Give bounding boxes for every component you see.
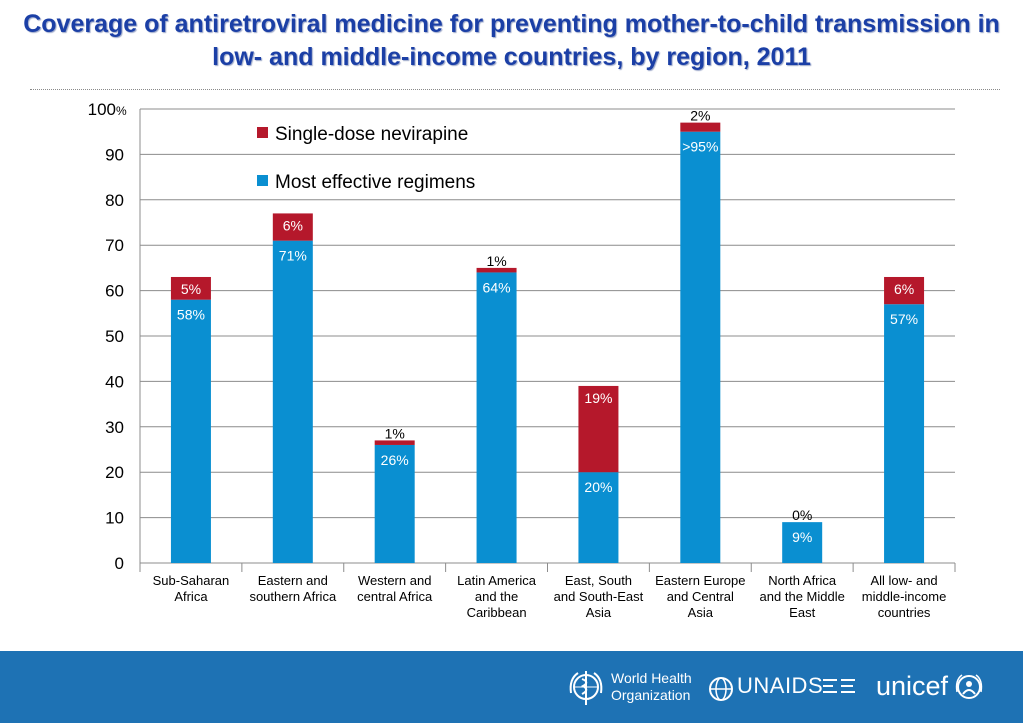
x-category-label: Sub-Saharan (153, 573, 230, 588)
y-tick-label: 80 (105, 191, 124, 210)
bar-most-effective (884, 304, 925, 563)
x-category-label: Latin America (457, 573, 537, 588)
y-tick-label: 90 (105, 145, 124, 164)
who-logo-text: World Health Organization (611, 670, 692, 704)
x-category-label: and Central (667, 589, 734, 604)
bar-nevirapine (170, 276, 211, 300)
x-category-label: Eastern Europe (655, 573, 745, 588)
legend-label: Single-dose nevirapine (275, 124, 468, 145)
y-tick-label: 30 (105, 418, 124, 437)
x-category-label: southern Africa (249, 589, 336, 604)
x-category-label: Caribbean (467, 605, 527, 620)
legend-swatch (257, 175, 268, 186)
x-category-label: central Africa (357, 589, 433, 604)
data-label-nevirapine: 1% (385, 425, 405, 441)
data-label-nevirapine: 6% (283, 217, 303, 233)
x-category-label: Africa (174, 589, 208, 604)
y-tick-label: 40 (105, 372, 124, 391)
bar-most-effective (782, 522, 823, 563)
footer-bar (0, 651, 1023, 723)
legend-swatch (257, 127, 268, 138)
y-tick-suffix: % (116, 104, 127, 118)
data-label-most-effective: 64% (483, 279, 511, 295)
x-category-label: Asia (688, 605, 714, 620)
bar-nevirapine (578, 385, 619, 473)
who-logo-line1: World Health (611, 670, 692, 686)
y-tick-label: 0 (115, 554, 124, 573)
unicef-emblem-icon (955, 674, 983, 699)
bar-most-effective (272, 240, 313, 563)
bar-most-effective (170, 299, 211, 563)
x-category-label: and South-East (554, 589, 644, 604)
x-category-label: Eastern and (258, 573, 328, 588)
unicef-logo-text: unicef (876, 671, 949, 701)
bar-nevirapine (884, 276, 925, 305)
who-logo-line2: Organization (611, 687, 691, 703)
title-divider (30, 89, 1000, 90)
bar-nevirapine (272, 213, 313, 241)
data-label-most-effective: 9% (792, 529, 812, 545)
bar-most-effective (680, 131, 721, 563)
data-label-nevirapine: 5% (181, 281, 201, 297)
unaids-logo-text: UNAIDS (737, 673, 824, 698)
y-tick-label: 100 (88, 100, 116, 119)
data-label-most-effective: 58% (177, 307, 205, 323)
bar-most-effective (374, 444, 415, 563)
data-label-nevirapine: 19% (584, 390, 612, 406)
y-tick-label: 60 (105, 282, 124, 301)
data-label-nevirapine: 6% (894, 281, 914, 297)
data-label-most-effective: >95% (682, 139, 718, 155)
x-category-label: North Africa (768, 573, 837, 588)
x-category-label: All low- and (870, 573, 937, 588)
x-category-label: East, South (565, 573, 632, 588)
bar-most-effective (578, 472, 619, 563)
bar-nevirapine (476, 267, 517, 273)
x-category-label: Western and (358, 573, 431, 588)
data-label-most-effective: 71% (279, 248, 307, 264)
data-label-nevirapine: 2% (690, 108, 710, 124)
x-category-label: East (789, 605, 815, 620)
y-tick-label: 50 (105, 327, 124, 346)
unaids-subtitle-mark (823, 679, 855, 693)
y-tick-label: 10 (105, 509, 124, 528)
data-label-most-effective: 20% (584, 479, 612, 495)
bar-most-effective (476, 272, 517, 563)
data-label-nevirapine: 1% (486, 253, 506, 269)
x-category-label: Asia (586, 605, 612, 620)
data-label-most-effective: 26% (381, 452, 409, 468)
y-tick-label: 20 (105, 463, 124, 482)
bar-nevirapine (374, 440, 415, 445)
data-label-nevirapine: 0% (792, 507, 812, 523)
x-category-label: middle-income (862, 589, 947, 604)
who-emblem-icon (569, 671, 603, 705)
unaids-emblem-icon (709, 677, 733, 701)
bar-nevirapine (680, 122, 721, 132)
y-tick-label: 70 (105, 236, 124, 255)
x-category-label: and the Middle (760, 589, 845, 604)
x-category-label: and the (475, 589, 518, 604)
legend-label: Most effective regimens (275, 172, 475, 193)
chart-title: Coverage of antiretroviral medicine for … (23, 10, 1000, 71)
data-label-most-effective: 57% (890, 311, 918, 327)
x-category-label: countries (878, 605, 931, 620)
